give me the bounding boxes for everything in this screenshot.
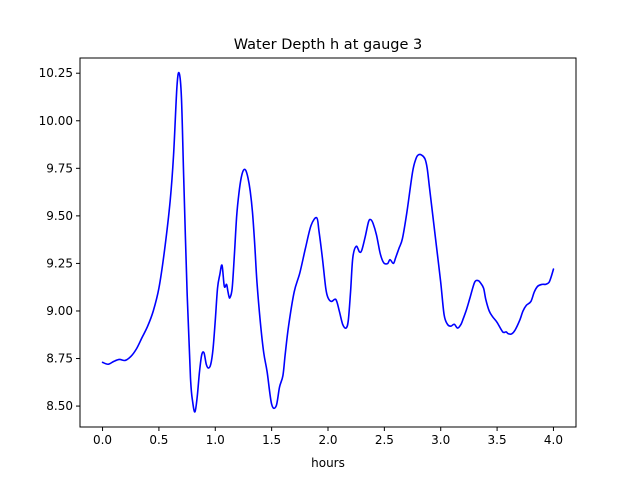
- y-tick-label: 10.25: [39, 66, 73, 80]
- y-tick-label: 8.75: [46, 352, 73, 366]
- y-tick-label: 9.75: [46, 161, 73, 175]
- y-tick-label: 8.50: [46, 399, 73, 413]
- x-tick-label: 0.5: [149, 433, 168, 447]
- y-tick-label: 9.50: [46, 209, 73, 223]
- axes-frame: [79, 57, 577, 428]
- y-tick-label: 9.25: [46, 256, 73, 270]
- series-line-0: [101, 71, 555, 413]
- x-tick-label: 4.0: [544, 433, 563, 447]
- x-tick-label: 1.5: [262, 433, 281, 447]
- plot-area: [101, 71, 555, 413]
- chart-title: Water Depth h at gauge 3: [234, 37, 422, 53]
- x-tick-label: 0.0: [93, 433, 112, 447]
- axis-ticks: 0.0 0.5 1.0 1.5 2.0 2.5 3.0 3.5 4.0 8.50 8.75 9.00 9…: [39, 66, 563, 447]
- x-tick-label: 3.0: [431, 433, 450, 447]
- x-tick-label: 3.5: [488, 433, 507, 447]
- y-tick-label: 9.00: [46, 304, 73, 318]
- x-tick-label: 2.5: [375, 433, 394, 447]
- x-tick-label: 1.0: [206, 433, 225, 447]
- x-axis-label: hours: [311, 456, 345, 470]
- x-tick-label: 2.0: [318, 433, 337, 447]
- y-tick-label: 10.00: [39, 114, 73, 128]
